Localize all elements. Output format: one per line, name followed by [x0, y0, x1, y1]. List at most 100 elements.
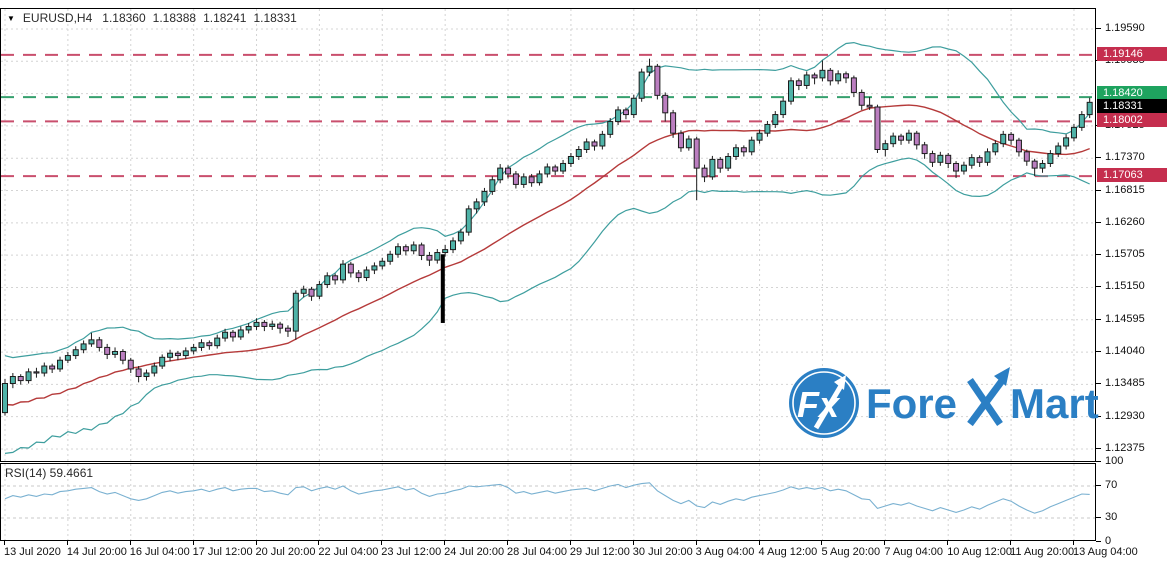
price-axis-label: 1.15705: [1105, 248, 1145, 261]
rsi-axis-label: 100: [1105, 455, 1124, 467]
rsi-axis-label: 70: [1105, 479, 1118, 491]
bear-candle: [17, 376, 24, 382]
bear-candle: [355, 272, 362, 279]
bull-candle: [143, 372, 150, 378]
rsi-axis-tick: [1096, 517, 1101, 518]
bear-candle: [135, 368, 142, 378]
bear-candle: [795, 80, 802, 86]
bull-candle: [772, 114, 779, 125]
time-axis-label: 24 Jul 20:00: [444, 546, 505, 558]
price-axis-label: 1.16815: [1105, 183, 1145, 196]
bull-candle: [457, 231, 464, 242]
bear-candle: [976, 157, 983, 163]
price-axis-label: 1.15150: [1105, 280, 1145, 293]
bull-candle: [25, 371, 32, 382]
bear-candle: [284, 327, 291, 332]
bear-candle: [505, 167, 512, 175]
bull-candle: [780, 100, 787, 116]
bear-candle: [898, 135, 905, 141]
bull-candle: [1078, 114, 1085, 128]
bull-candle: [151, 365, 158, 374]
bear-candle: [119, 350, 126, 361]
time-axis-tick: [632, 541, 634, 545]
time-axis-tick: [318, 541, 320, 545]
price-badge-1.18420[interactable]: 1.18420: [1097, 86, 1167, 101]
bull-candle: [497, 167, 504, 181]
bear-candle: [512, 173, 519, 185]
price-axis-label: 1.13485: [1105, 377, 1145, 390]
bull-candle: [968, 157, 975, 166]
bull-candle: [960, 164, 967, 172]
bear-candle: [96, 339, 103, 348]
bollinger-upper-band: [4, 41, 1091, 359]
bull-candle: [489, 179, 496, 192]
price-axis-label: 1.12930: [1105, 409, 1145, 422]
bull-candle: [269, 323, 276, 327]
price-badge-1.19146[interactable]: 1.19146: [1097, 46, 1167, 61]
time-axis-label: 5 Aug 20:00: [821, 546, 881, 558]
time-axis-tick: [758, 541, 760, 545]
time-axis-tick: [695, 541, 697, 545]
price-badge-1.17063[interactable]: 1.17063: [1097, 168, 1167, 183]
price-axis-tick: [1096, 286, 1101, 288]
bull-candle: [1000, 133, 1007, 145]
bull-candle: [560, 162, 567, 172]
time-axis-tick: [507, 541, 509, 545]
bull-candle: [638, 71, 645, 99]
rsi-indicator-canvas[interactable]: [0, 463, 1096, 541]
price-axis-label: 1.17370: [1105, 151, 1145, 164]
bear-candle: [677, 132, 684, 149]
bull-candle: [819, 69, 826, 79]
time-axis-label: 17 Jul 12:00: [192, 546, 253, 558]
bear-candle: [591, 141, 598, 147]
bear-candle: [1015, 139, 1022, 153]
price-badge-1.18002[interactable]: 1.18002: [1097, 113, 1167, 128]
bull-candle: [520, 176, 527, 185]
bull-candle: [835, 73, 842, 82]
price-axis-tick: [1096, 383, 1101, 385]
time-axis-label: 7 Aug 04:00: [884, 546, 944, 558]
bull-candle: [1086, 101, 1093, 116]
rsi-axis-label: 30: [1105, 511, 1118, 523]
bull-candle: [646, 65, 653, 73]
bull-candle: [1055, 145, 1062, 155]
bull-candle: [725, 155, 732, 169]
rsi-indicator-label: RSI(14) 59.4661: [5, 466, 94, 480]
bull-candle: [544, 166, 551, 175]
bear-candle: [670, 112, 677, 134]
bull-candle: [167, 352, 174, 358]
bear-candle: [402, 246, 409, 252]
bull-candle: [41, 365, 48, 374]
bull-candle: [190, 346, 197, 352]
bear-candle: [418, 244, 425, 256]
bear-candle: [717, 158, 724, 169]
symbol-dropdown-icon[interactable]: ▼: [7, 13, 15, 23]
bull-candle: [57, 359, 64, 370]
bear-candle: [843, 73, 850, 79]
time-axis[interactable]: 13 Jul 2020 14 Jul 20:00 16 Jul 04:00 17 Ju…: [0, 541, 1172, 563]
time-axis-tick: [381, 541, 383, 545]
time-axis-tick: [884, 541, 886, 545]
time-axis-label: 28 Jul 04:00: [507, 546, 567, 558]
time-axis-tick: [444, 541, 446, 545]
bull-candle: [890, 135, 897, 145]
bear-candle: [1023, 151, 1030, 162]
price-badge-1.18331[interactable]: 1.18331: [1097, 99, 1167, 114]
bull-candle: [198, 342, 205, 348]
bull-candle: [905, 132, 912, 141]
vertical-line-annotation[interactable]: [440, 254, 445, 323]
bull-candle: [88, 339, 95, 345]
bull-candle: [410, 244, 417, 252]
rsi-axis-tick: [1096, 541, 1101, 542]
bull-candle: [159, 356, 166, 367]
bull-candle: [992, 143, 999, 153]
bull-candle: [450, 240, 457, 251]
time-axis-label: 11 Aug 20:00: [1010, 546, 1075, 558]
bear-candle: [850, 77, 857, 93]
bear-candle: [174, 352, 181, 357]
time-axis-tick: [1072, 541, 1074, 545]
price-axis[interactable]: 1.195901.190351.179251.173701.168151.162…: [1096, 0, 1172, 547]
bull-candle: [237, 329, 244, 338]
price-chart-canvas[interactable]: [0, 8, 1096, 462]
